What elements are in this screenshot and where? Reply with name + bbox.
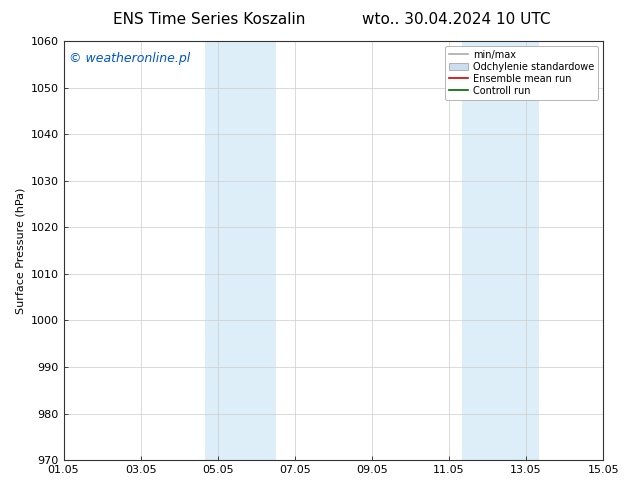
Text: ENS Time Series Koszalin: ENS Time Series Koszalin xyxy=(113,12,306,27)
Text: © weatheronline.pl: © weatheronline.pl xyxy=(69,51,190,65)
Text: wto.. 30.04.2024 10 UTC: wto.. 30.04.2024 10 UTC xyxy=(362,12,551,27)
Bar xyxy=(205,41,276,460)
Bar xyxy=(462,41,539,460)
Y-axis label: Surface Pressure (hPa): Surface Pressure (hPa) xyxy=(15,187,25,314)
Legend: min/max, Odchylenie standardowe, Ensemble mean run, Controll run: min/max, Odchylenie standardowe, Ensembl… xyxy=(445,46,598,99)
